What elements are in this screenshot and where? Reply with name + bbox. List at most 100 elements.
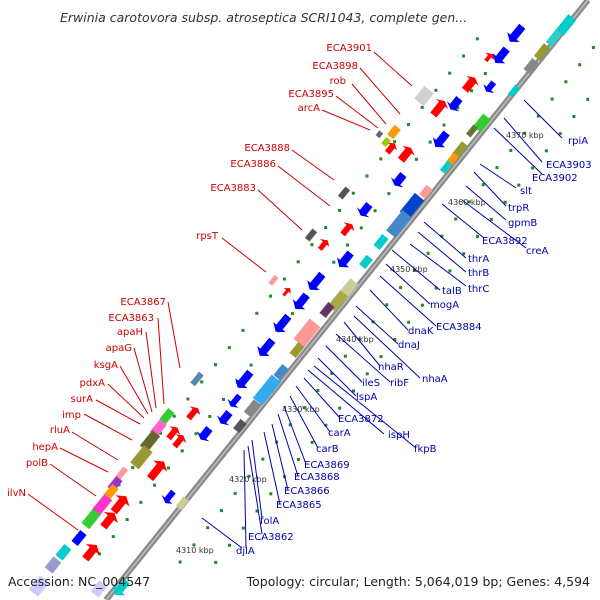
track-dot <box>481 183 485 187</box>
gene-label[interactable]: ECA3883 <box>210 183 256 194</box>
gene-label[interactable]: rob <box>330 76 346 87</box>
gene-label[interactable]: dnaJ <box>398 340 420 351</box>
gene-label[interactable]: ECA3867 <box>120 297 166 308</box>
gene-arrow <box>356 202 373 218</box>
gene-label[interactable]: pdxA <box>80 378 106 389</box>
gene-label[interactable]: ECA3872 <box>338 414 384 425</box>
gene-label[interactable]: surA <box>71 394 94 405</box>
gene-label[interactable]: ksgA <box>94 360 118 371</box>
track-dot <box>324 226 328 229</box>
gene-label[interactable]: thrA <box>468 254 489 265</box>
gene-label[interactable]: rpsT <box>196 231 219 242</box>
gene-block <box>243 399 261 417</box>
gene-label[interactable]: ECA3866 <box>284 486 330 497</box>
track-dot <box>166 466 170 470</box>
track-dot <box>558 132 562 136</box>
gene-label[interactable]: ispH <box>388 430 410 441</box>
label-leader-lines <box>27 51 563 549</box>
gene-label[interactable]: ribF <box>390 378 409 389</box>
gene-block <box>337 186 351 200</box>
gene-label[interactable]: ECA3903 <box>546 160 592 171</box>
gene-label[interactable]: carA <box>328 428 351 439</box>
gene-label[interactable]: ECA3865 <box>276 500 322 511</box>
track-dot <box>420 105 424 109</box>
gene-label[interactable]: lspA <box>356 392 377 403</box>
gene-block <box>115 466 129 480</box>
gene-arrow <box>390 172 407 188</box>
gene-label[interactable]: ECA3863 <box>108 313 154 324</box>
gene-arrow <box>227 393 242 408</box>
gene-label[interactable]: ileS <box>362 378 380 389</box>
gene-label[interactable]: ECA3869 <box>304 460 350 471</box>
track-dot <box>338 208 341 212</box>
gene-label[interactable]: ECA3862 <box>248 532 294 543</box>
gene-label[interactable]: ECA3886 <box>230 159 276 170</box>
gene-label[interactable]: gpmB <box>508 218 537 229</box>
gene-label[interactable]: fkpB <box>414 444 437 455</box>
track-dot <box>462 54 465 58</box>
gene-label[interactable]: ECA3898 <box>312 61 358 72</box>
gene-label[interactable]: thrB <box>468 268 489 279</box>
track-dot <box>442 123 446 127</box>
gene-label[interactable]: nhaR <box>378 362 404 373</box>
gene-block <box>293 318 321 348</box>
gene-label[interactable]: hepA <box>32 442 58 453</box>
track-dot <box>214 560 218 564</box>
gene-label[interactable]: talB <box>442 286 462 297</box>
track-dot <box>249 363 253 367</box>
gene-label[interactable]: ECA3884 <box>436 322 482 333</box>
track-dot <box>332 260 336 264</box>
track-dot <box>222 397 225 401</box>
gene-label[interactable]: rluA <box>50 425 70 436</box>
track-dot <box>178 560 182 564</box>
accession-text: Accession: NC_004547 <box>8 574 151 589</box>
gene-label[interactable]: folA <box>260 516 279 527</box>
gene-label[interactable]: rpiA <box>568 136 588 147</box>
track-dot <box>489 217 493 221</box>
track-dot <box>373 209 377 213</box>
gene-arrow <box>292 292 310 310</box>
gene-label[interactable]: dnaK <box>408 326 434 337</box>
track-dot <box>194 432 198 436</box>
scale-label-4340: 4340 kbp <box>336 335 374 344</box>
gene-label[interactable]: djlA <box>236 546 255 557</box>
gene-block <box>28 575 50 597</box>
track-dot <box>470 89 473 93</box>
gene-label[interactable]: apaG <box>106 343 132 354</box>
gene-arrow <box>100 512 118 530</box>
gene-label[interactable]: mogA <box>430 300 459 311</box>
gene-arrow <box>317 239 330 251</box>
gene-label[interactable]: apaH <box>117 327 143 338</box>
gene-label[interactable]: creA <box>526 246 549 257</box>
feature-tracks <box>28 14 577 598</box>
gene-label[interactable]: ilvN <box>7 488 26 499</box>
track-dot <box>219 509 223 513</box>
gene-label[interactable]: polB <box>26 458 48 469</box>
gene-label[interactable]: ECA3868 <box>294 472 340 483</box>
gene-block <box>233 418 247 434</box>
track-dot <box>192 543 196 547</box>
gene-label[interactable]: trpR <box>508 203 529 214</box>
gene-arrow <box>186 406 201 421</box>
track-dot <box>338 406 342 410</box>
gene-label[interactable]: imp <box>62 410 81 421</box>
track-dot <box>407 320 411 324</box>
gene-label[interactable]: slt <box>520 186 532 197</box>
gene-arrow <box>216 410 233 426</box>
gene-label[interactable]: ECA3892 <box>482 236 528 247</box>
track-dot <box>290 312 294 316</box>
gene-label[interactable]: ECA3888 <box>244 143 290 154</box>
map-title: Erwinia carotovora subsp. atroseptica SC… <box>60 10 468 25</box>
gene-label[interactable]: carB <box>316 444 339 455</box>
track-dot <box>412 269 416 272</box>
gene-label[interactable]: ECA3902 <box>532 173 578 184</box>
gene-label[interactable]: nhaA <box>422 374 448 385</box>
track-dot <box>387 192 391 196</box>
gene-label[interactable]: arcA <box>298 103 321 114</box>
gene-block <box>268 274 279 286</box>
gene-label[interactable]: thrC <box>468 284 489 295</box>
gene-label[interactable]: ECA3901 <box>326 43 372 54</box>
gene-arrow <box>340 222 355 237</box>
gene-label[interactable]: ECA3895 <box>288 89 334 100</box>
track-dot <box>578 63 582 67</box>
